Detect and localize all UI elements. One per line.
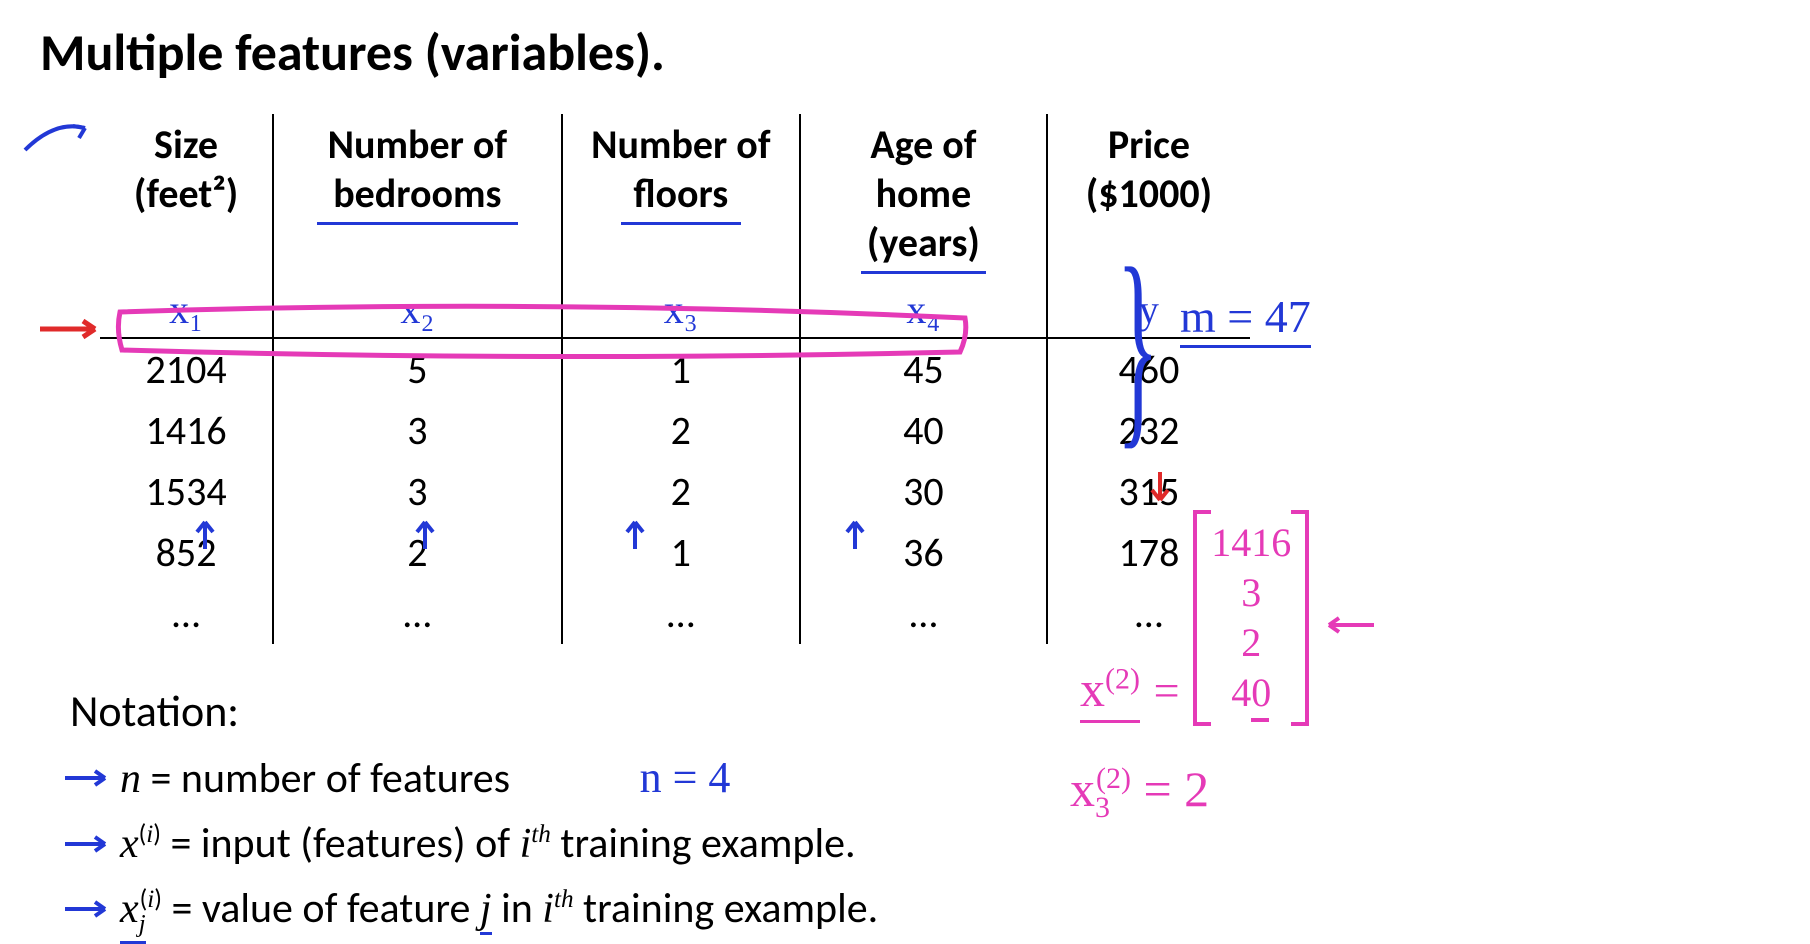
x2-vector-annotation: x(2) = 1416 3 2 40 xyxy=(1080,510,1309,726)
table-row-ellipsis: … … … … … xyxy=(100,583,1250,644)
notation-xi: x(i) = input (features) of ith training … xyxy=(120,818,1770,869)
arrow-to-row2-icon xyxy=(40,314,110,344)
notation-xij: xj(i) = value of feature j in ith traini… xyxy=(120,883,1770,938)
table-row: 1534 3 2 30 315 xyxy=(100,461,1250,522)
feature-table: Size (feet²) Number of bedrooms Number o… xyxy=(100,114,1250,644)
notation-heading: Notation: xyxy=(70,684,1770,738)
slide-title: Multiple features (variables). xyxy=(40,20,1770,84)
x2-vector-bracket: 1416 3 2 40 xyxy=(1193,510,1309,726)
m-equals-annotation: m = 47 xyxy=(1180,290,1311,348)
uparrow-x1-icon xyxy=(190,514,220,554)
table-header-row: Size (feet²) Number of bedrooms Number o… xyxy=(100,114,1250,284)
arrow-bullet-icon xyxy=(65,832,115,856)
feature-table-wrap: Size (feet²) Number of bedrooms Number o… xyxy=(100,114,1250,644)
rows-brace-icon: } xyxy=(1117,235,1159,455)
n-equals-annotation: n = 4 xyxy=(640,753,731,802)
arrow-bullet-icon xyxy=(65,897,115,921)
slide: Multiple features (variables). Size (fee… xyxy=(0,0,1810,938)
uparrow-x4-icon xyxy=(840,514,870,554)
arrow-to-size-header-icon xyxy=(20,110,100,160)
notation-section: Notation: n = number of features n = 4 x… xyxy=(70,684,1770,938)
table-row: 852 2 1 36 178 xyxy=(100,522,1250,583)
col-header-size: Size (feet²) xyxy=(100,114,273,284)
row-2-highlight-icon xyxy=(110,300,980,370)
red-down-arrow-icon xyxy=(1140,470,1180,510)
arrow-bullet-icon xyxy=(65,766,115,790)
table-row-highlighted: 1416 3 2 40 232 xyxy=(100,400,1250,461)
col-header-bedrooms: Number of bedrooms xyxy=(273,114,561,284)
pink-left-arrow-icon xyxy=(1319,610,1379,640)
col-header-age: Age of home (years) xyxy=(800,114,1047,284)
col-header-floors: Number of floors xyxy=(562,114,800,284)
notation-n: n = number of features n = 4 xyxy=(120,752,1770,804)
uparrow-x3-icon xyxy=(620,514,650,554)
x32-annotation: x3(2) = 2 xyxy=(1070,760,1209,825)
uparrow-x2-icon xyxy=(410,514,440,554)
